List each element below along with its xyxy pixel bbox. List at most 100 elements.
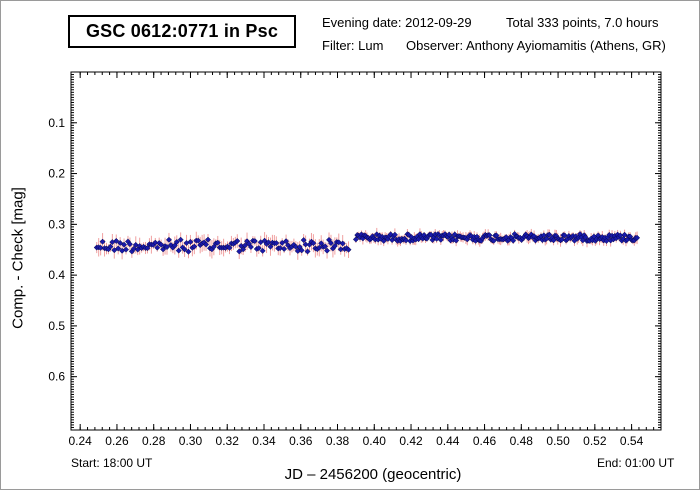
data-point — [283, 238, 290, 245]
x-tick-label: 0.50 — [546, 434, 570, 448]
data-point — [113, 237, 120, 244]
data-point — [561, 232, 568, 239]
data-point — [123, 246, 129, 253]
data-point — [234, 238, 241, 244]
data-point — [130, 245, 137, 252]
data-point — [251, 238, 258, 245]
data-point — [300, 237, 307, 244]
data-point — [298, 247, 305, 254]
data-point — [165, 236, 172, 243]
x-tick-label: 0.46 — [473, 434, 497, 448]
x-tick-label: 0.40 — [363, 434, 387, 448]
data-point — [240, 246, 247, 253]
data-point — [437, 236, 444, 243]
data-point — [121, 241, 128, 248]
data-point — [345, 246, 352, 253]
data-point — [99, 238, 106, 245]
data-point — [292, 243, 299, 250]
data-point — [144, 245, 151, 252]
data-point — [154, 244, 161, 251]
data-point — [579, 237, 586, 244]
data-point — [152, 239, 159, 246]
x-tick-label: 0.36 — [289, 434, 313, 448]
data-point — [175, 247, 182, 254]
data-point — [247, 244, 254, 250]
y-axis-label: Comp. - Check [mag] — [9, 187, 27, 329]
y-tick-label: 0.5 — [48, 319, 65, 333]
x-tick-label: 0.52 — [583, 434, 607, 448]
data-point — [281, 245, 288, 252]
data-point — [195, 237, 202, 244]
x-tick-label: 0.32 — [216, 434, 240, 448]
data-point — [446, 231, 453, 238]
y-tick-label: 0.1 — [48, 116, 65, 130]
data-point — [191, 243, 198, 250]
data-point — [310, 240, 317, 247]
data-point — [621, 231, 628, 238]
data-point — [331, 243, 338, 249]
start-time: Start: 18:00 UT — [71, 456, 153, 470]
data-point — [277, 245, 284, 252]
data-point — [97, 244, 104, 251]
data-point — [265, 239, 272, 246]
data-point — [302, 241, 309, 248]
data-point — [126, 241, 133, 248]
data-point — [339, 240, 346, 247]
data-point — [107, 243, 114, 250]
x-tick-label: 0.24 — [69, 434, 93, 448]
total-points: Total 333 points, 7.0 hours — [506, 15, 659, 30]
x-axis-label: JD – 2456200 (geocentric) — [284, 466, 462, 483]
data-point — [214, 239, 221, 246]
data-point — [316, 244, 323, 251]
x-tick-label: 0.28 — [142, 434, 166, 448]
data-point — [181, 246, 188, 253]
x-tick-label: 0.26 — [105, 434, 129, 448]
data-point — [205, 236, 211, 243]
axis-ticks: 0.24 0.26 0.28 0.30 0.32 0.34 0.36 0.38 0.40 0.42… — [48, 72, 662, 448]
observer-label: Observer: Anthony Ayiomamitis (Athens, G… — [406, 38, 666, 53]
data-point — [185, 248, 192, 255]
data-point — [164, 244, 170, 251]
data-point — [187, 238, 194, 245]
data-point — [236, 248, 243, 255]
y-tick-label: 0.2 — [48, 167, 65, 181]
data-point — [391, 231, 398, 238]
data-point — [115, 245, 122, 252]
data-points — [93, 231, 641, 255]
data-point — [403, 237, 409, 244]
data-point — [324, 247, 331, 254]
data-point — [259, 247, 266, 254]
filter-label: Filter: Lum — [322, 38, 384, 53]
x-tick-label: 0.48 — [510, 434, 534, 448]
data-point — [337, 246, 344, 253]
data-point — [177, 236, 184, 243]
data-point — [550, 237, 557, 244]
y-tick-label: 0.3 — [48, 217, 65, 231]
data-point — [203, 241, 210, 248]
data-point — [328, 240, 334, 247]
end-time: End: 01:00 UT — [597, 456, 675, 470]
data-point — [304, 248, 311, 255]
evening-date: Evening date: 2012-09-29 — [322, 15, 472, 30]
data-point — [634, 234, 641, 241]
data-point — [490, 237, 497, 244]
plot-area — [70, 71, 662, 431]
data-point — [433, 235, 440, 242]
x-tick-label: 0.54 — [620, 434, 644, 448]
x-tick-label: 0.44 — [436, 434, 460, 448]
data-point — [294, 247, 301, 254]
data-point — [322, 243, 329, 250]
data-point — [617, 232, 624, 239]
data-point — [226, 244, 233, 251]
x-tick-label: 0.38 — [326, 434, 350, 448]
x-tick-label: 0.30 — [179, 434, 203, 448]
data-point — [267, 243, 274, 250]
data-point — [273, 240, 280, 247]
data-point — [255, 245, 262, 252]
y-tick-label: 0.6 — [48, 370, 65, 384]
data-point — [540, 232, 547, 239]
y-tick-label: 0.4 — [48, 268, 65, 282]
star-name: GSC 0612:0771 in Psc — [85, 21, 279, 41]
data-point — [546, 231, 553, 238]
